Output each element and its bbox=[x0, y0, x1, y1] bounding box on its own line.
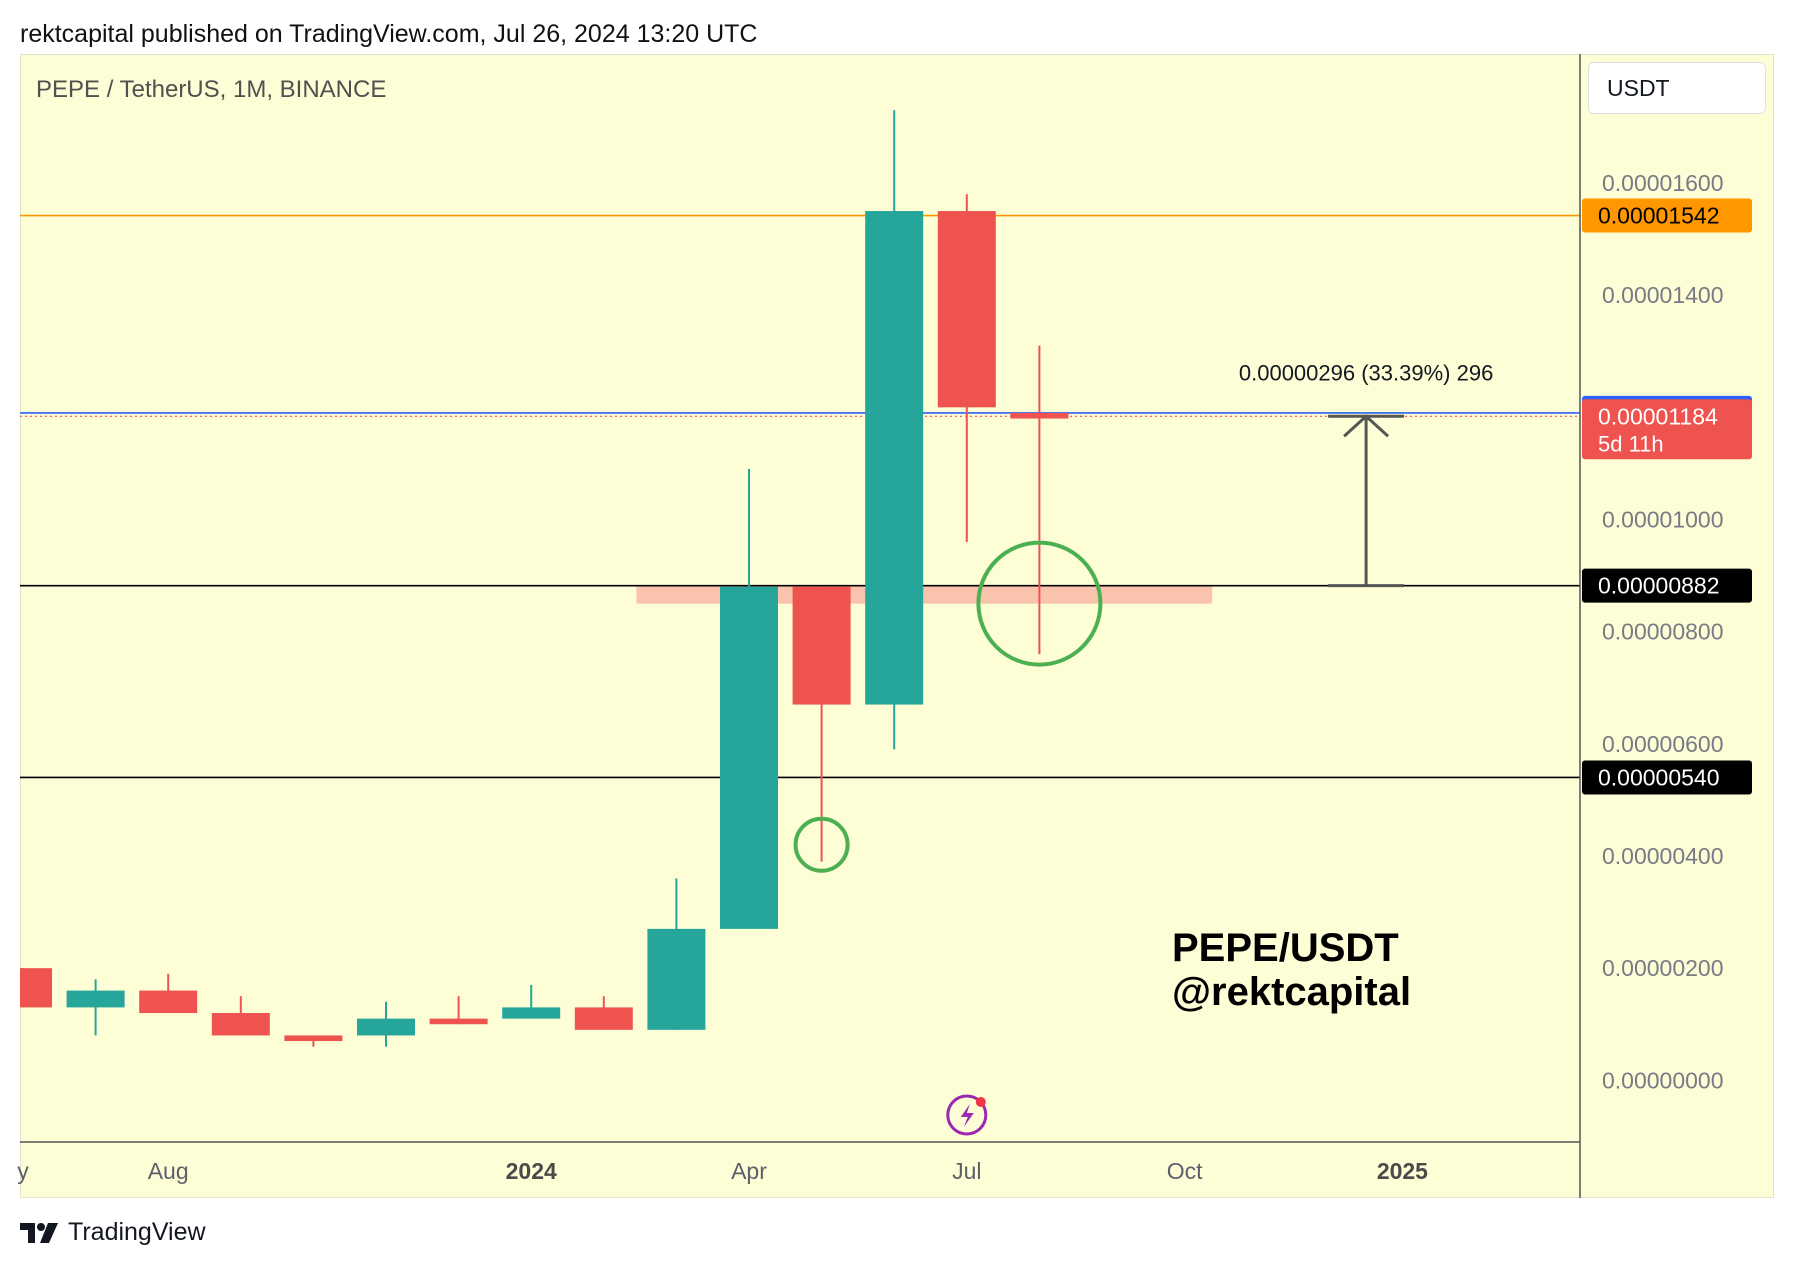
x-tick-label: Oct bbox=[1167, 1158, 1203, 1184]
symbol-label: PEPE / TetherUS, 1M, BINANCE bbox=[36, 76, 387, 103]
highlight-circle bbox=[976, 540, 1103, 667]
candle[interactable] bbox=[357, 1001, 415, 1047]
footer-brand: TradingView bbox=[68, 1218, 206, 1246]
candle-body bbox=[20, 968, 52, 1008]
support-zone bbox=[636, 585, 1213, 604]
x-tick-label: 2024 bbox=[506, 1158, 557, 1184]
candle[interactable] bbox=[865, 110, 924, 750]
y-tick-label: 0.00000400 bbox=[1602, 843, 1724, 869]
candle[interactable] bbox=[937, 194, 996, 542]
lightning-icon bbox=[946, 1094, 988, 1136]
x-tick-label: Apr bbox=[731, 1158, 767, 1184]
tradingview-logo-icon bbox=[20, 1222, 58, 1243]
candle-body bbox=[139, 990, 198, 1014]
x-tick-label: Jul bbox=[952, 1158, 981, 1184]
candle[interactable] bbox=[574, 996, 633, 1030]
price-tag: 0.00000540 bbox=[1598, 764, 1720, 790]
price-tag-bg bbox=[1582, 568, 1752, 603]
candle-body bbox=[937, 211, 996, 408]
y-tick-label: 0.00000200 bbox=[1602, 955, 1724, 981]
candle-body bbox=[66, 990, 125, 1008]
y-tick-label: 0.00001400 bbox=[1602, 282, 1724, 308]
candle-body bbox=[429, 1018, 488, 1025]
measure-arrowhead bbox=[1343, 414, 1390, 438]
lightning-bolt bbox=[960, 1104, 974, 1127]
candle[interactable] bbox=[0, 968, 52, 1008]
y-tick-label: 0.00000600 bbox=[1602, 731, 1724, 757]
highlight-circle bbox=[793, 816, 850, 873]
y-tick-label: 0.00001600 bbox=[1602, 170, 1724, 196]
candle[interactable] bbox=[720, 469, 778, 929]
candle-body bbox=[284, 1035, 343, 1042]
x-tick-label: y bbox=[17, 1158, 29, 1184]
price-tag: 0.00001542 bbox=[1598, 203, 1720, 229]
candle[interactable] bbox=[429, 996, 488, 1025]
footer: TradingView bbox=[20, 1218, 206, 1247]
candle[interactable] bbox=[647, 878, 706, 1030]
candle-body bbox=[865, 211, 924, 705]
watermark-pair: PEPE/USDT bbox=[1172, 926, 1399, 970]
candle[interactable] bbox=[1010, 345, 1069, 655]
candle-body bbox=[720, 586, 778, 929]
candle[interactable] bbox=[502, 984, 561, 1019]
currency-selector[interactable]: USDT bbox=[1588, 62, 1766, 114]
candle-body bbox=[792, 586, 851, 705]
watermark-author: @rektcapital bbox=[1172, 970, 1412, 1014]
candle-body bbox=[211, 1013, 270, 1036]
publish-header: rektcapital published on TradingView.com… bbox=[20, 20, 758, 48]
last-price-tag-countdown: 5d 11h bbox=[1598, 431, 1664, 456]
last-price-tag-bg bbox=[1582, 399, 1752, 460]
chart-watermark: PEPE/USDT @rektcapital bbox=[1172, 926, 1411, 1014]
price-tag-bg bbox=[1582, 760, 1752, 795]
candle[interactable] bbox=[211, 996, 270, 1036]
y-tick-label: 0.00000800 bbox=[1602, 619, 1724, 645]
x-tick-label: Aug bbox=[148, 1158, 189, 1184]
candle-body bbox=[357, 1018, 415, 1036]
y-tick-label: 0.00001000 bbox=[1602, 506, 1724, 532]
x-tick-label: 2025 bbox=[1377, 1158, 1428, 1184]
candle-body bbox=[502, 1007, 561, 1019]
price-tag-bg bbox=[1582, 198, 1752, 233]
y-tick-label: 0.00000000 bbox=[1602, 1067, 1724, 1093]
candle[interactable] bbox=[792, 586, 851, 862]
candle[interactable] bbox=[139, 973, 198, 1014]
candle[interactable] bbox=[284, 1035, 343, 1047]
candle[interactable] bbox=[66, 979, 125, 1036]
candle-body bbox=[574, 1007, 633, 1030]
candle-body bbox=[647, 928, 706, 1030]
price-tag: 0.00000882 bbox=[1598, 573, 1720, 599]
last-price-tag: 0.00001184 bbox=[1598, 403, 1718, 429]
notification-dot bbox=[975, 1097, 986, 1107]
candle-body bbox=[1010, 412, 1069, 419]
measure-label: 0.00000296 (33.39%) 296 bbox=[1239, 360, 1493, 385]
